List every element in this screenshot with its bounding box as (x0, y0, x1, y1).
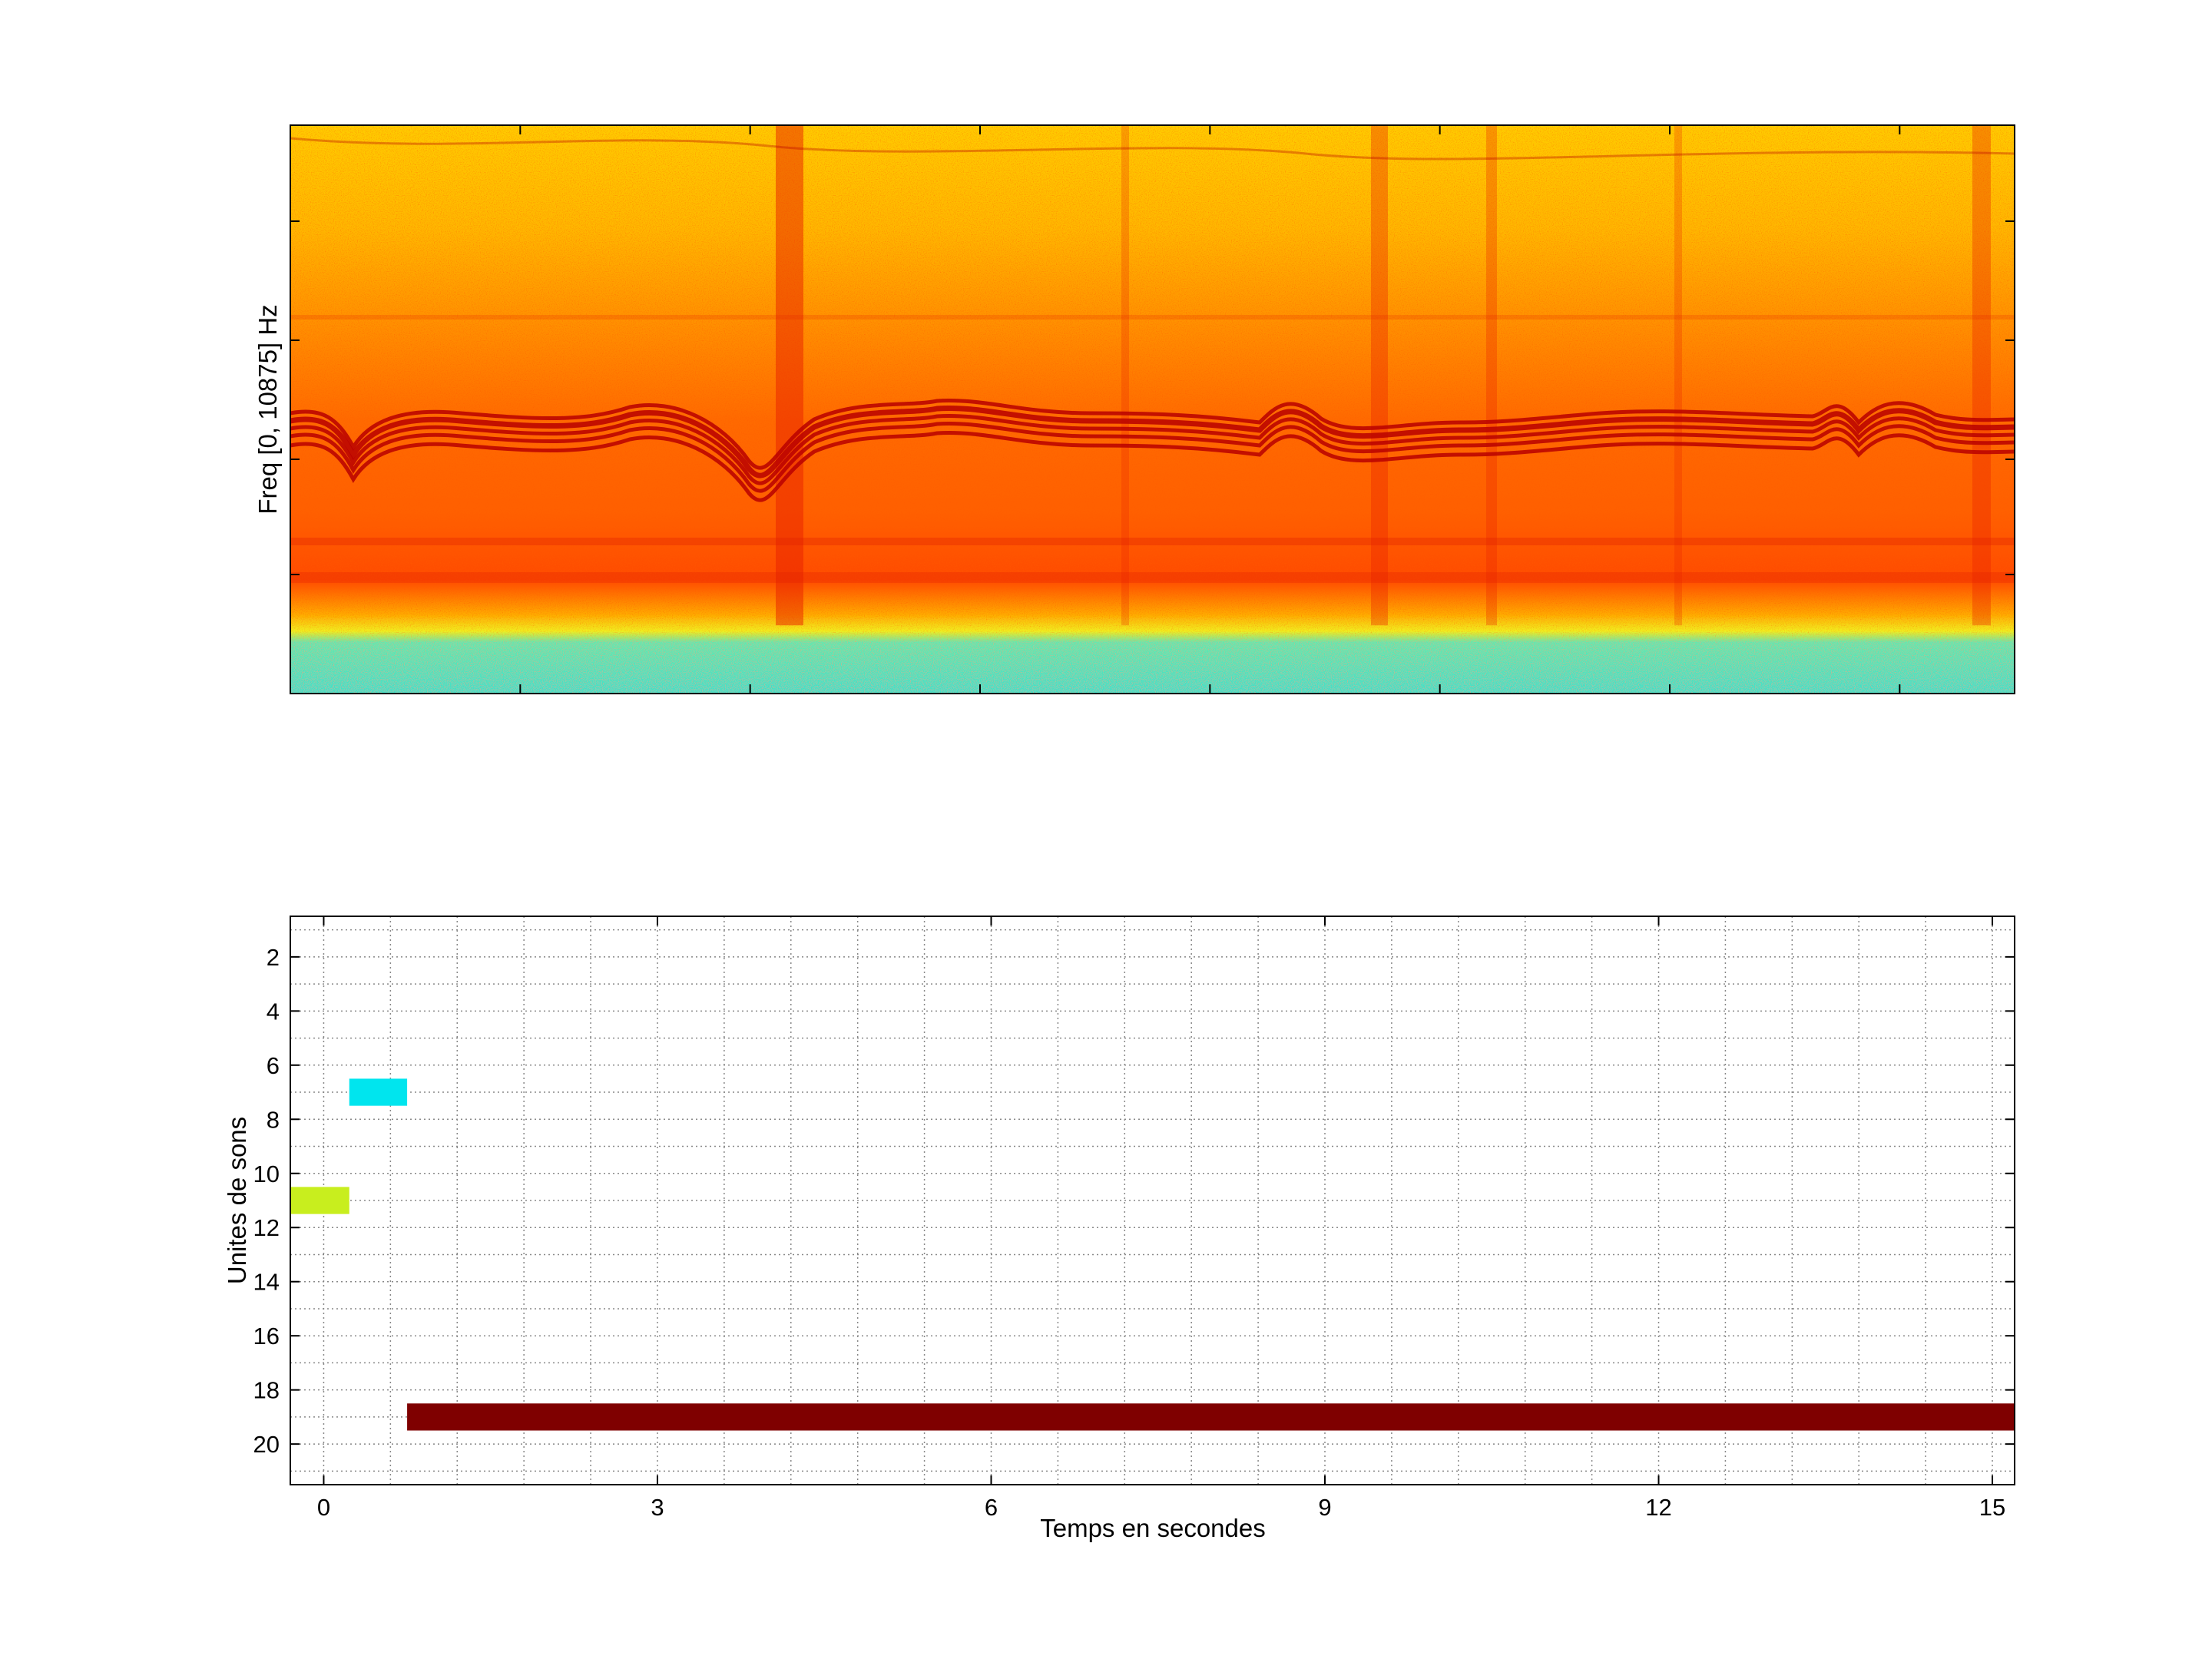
spectrogram-stripe (776, 125, 803, 626)
y-tick-label: 4 (267, 998, 280, 1025)
unit-segment-7 (349, 1078, 408, 1106)
units-grid (290, 916, 2015, 1485)
unit-segment-11 (290, 1187, 349, 1214)
unit-segment-19 (407, 1403, 2015, 1431)
units-axes: 0 3 6 9 12 15 2 4 6 8 10 12 14 16 18 20 Temps en secon… (223, 916, 2015, 1542)
pitch-track (290, 422, 2015, 493)
y-tick-label: 18 (253, 1377, 280, 1404)
pitch-track-faint (290, 137, 2015, 161)
spectrogram-vertical-stripes (290, 125, 2015, 626)
units-x-tick-labels: 0 3 6 9 12 15 (317, 1494, 2005, 1521)
x-tick-label: 9 (1318, 1494, 1331, 1521)
y-tick-label: 12 (253, 1214, 280, 1241)
spectrogram-stripe (1486, 125, 1497, 626)
spectrogram-ticks (290, 125, 2015, 694)
spectrogram-band (290, 572, 2015, 583)
spectrogram-ylabel: Freq [0, 10875] Hz (253, 304, 282, 514)
spectrogram-axes: Freq [0, 10875] Hz (253, 124, 2015, 694)
units-frame (290, 916, 2015, 1485)
spectrogram-stripe (1972, 125, 1991, 626)
y-tick-label: 10 (253, 1161, 280, 1187)
y-tick-label: 6 (267, 1052, 280, 1079)
units-ylabel: Unites de sons (223, 1117, 251, 1284)
spectrogram-frame (290, 124, 2015, 694)
y-tick-label: 8 (267, 1106, 280, 1133)
x-tick-label: 0 (317, 1494, 330, 1521)
units-y-tick-labels: 2 4 6 8 10 12 14 16 18 20 (253, 944, 280, 1458)
spectrogram-stripe (1674, 125, 1682, 626)
y-tick-label: 14 (253, 1269, 280, 1296)
pitch-track (290, 431, 2015, 502)
x-tick-label: 12 (1645, 1494, 1671, 1521)
spectrogram-image (290, 125, 2015, 694)
units-ticks (290, 916, 2015, 1485)
pitch-track (290, 414, 2015, 485)
x-tick-label: 6 (985, 1494, 998, 1521)
units-xlabel: Temps en secondes (1040, 1514, 1266, 1542)
pitch-track (290, 399, 2015, 470)
y-tick-label: 16 (253, 1323, 280, 1349)
y-tick-label: 20 (253, 1431, 280, 1458)
spectrogram-stripe (1371, 125, 1388, 626)
spectrogram-stripe (1121, 125, 1129, 626)
spectrogram-band (290, 538, 2015, 545)
units-segments (290, 1078, 2015, 1431)
spectrogram-pitch-tracks (290, 137, 2015, 502)
y-tick-label: 2 (267, 944, 280, 971)
pitch-track (290, 406, 2015, 478)
x-tick-label: 3 (651, 1494, 664, 1521)
spectrogram-band (290, 315, 2015, 320)
x-tick-label: 15 (1979, 1494, 2005, 1521)
